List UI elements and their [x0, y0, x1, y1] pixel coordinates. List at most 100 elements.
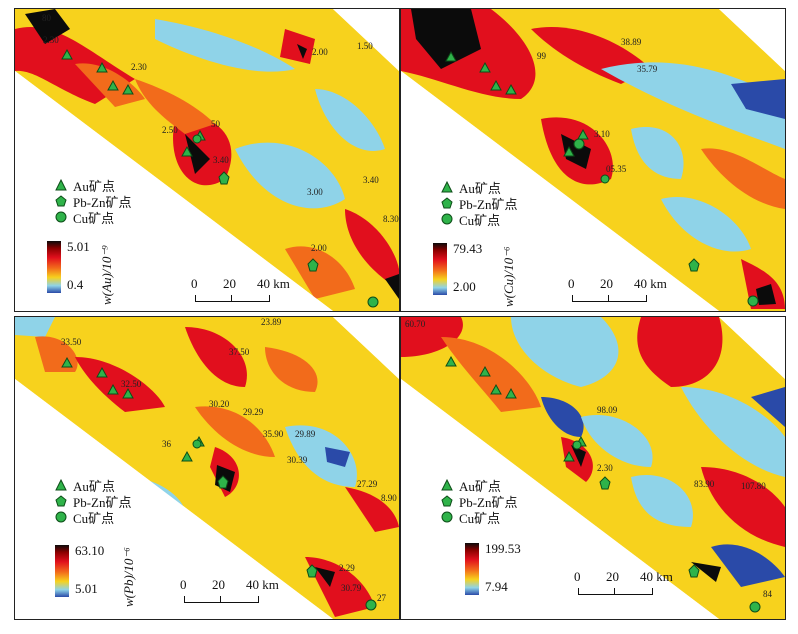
legend-cu-label: Cu矿点 [459, 212, 501, 228]
legend-cu-label: Cu矿点 [73, 510, 115, 526]
colorbar-max: 63.10 [75, 543, 105, 558]
pbzn-deposit-marker [688, 564, 700, 578]
value-label: 99 [537, 51, 546, 61]
cu-deposit-marker [747, 295, 759, 307]
pentagon-icon [55, 495, 67, 507]
deposit-legend: Au矿点 Pb-Zn矿点 Cu矿点 [55, 177, 132, 226]
value-label: 2.50 [162, 125, 178, 135]
legend-pbzn-label: Pb-Zn矿点 [73, 194, 132, 210]
value-label: 3.00 [307, 187, 323, 197]
value-label: 98.09 [597, 405, 618, 415]
legend-pbzn-label: Pb-Zn矿点 [459, 196, 518, 212]
legend-pbzn-label: Pb-Zn矿点 [459, 494, 518, 510]
deposit-legend: Au矿点 Pb-Zn矿点 Cu矿点 [55, 477, 132, 526]
colorbar [47, 241, 61, 293]
pentagon-icon [441, 495, 453, 507]
colorbar-unit: w(Au)/10⁻⁹ [99, 245, 114, 305]
value-label: 3.10 [594, 129, 610, 139]
cu-anomaly-map [401, 9, 785, 311]
au-deposit-marker [107, 383, 119, 395]
value-label: 37.50 [229, 347, 250, 357]
colorbar-unit: w(Pb)/10⁻⁶ [121, 547, 136, 607]
colorbar [55, 545, 69, 597]
circle-icon [441, 213, 453, 225]
au-deposit-marker [563, 450, 575, 462]
value-label: 30.39 [287, 455, 308, 465]
au-deposit-marker [505, 387, 517, 399]
pbzn-deposit-marker [307, 258, 319, 272]
au-deposit-marker [490, 79, 502, 91]
cu-deposit-marker [573, 138, 585, 150]
value-label: 30.20 [209, 399, 230, 409]
legend-au-label: Au矿点 [73, 478, 115, 494]
colorbar-min: 7.94 [485, 579, 508, 594]
value-label: 83.90 [694, 479, 715, 489]
circle-icon [55, 511, 67, 523]
scale-bar: 0 20 40 km [573, 569, 723, 599]
triangle-icon [441, 181, 453, 193]
value-label: 84 [763, 589, 772, 599]
au-deposit-marker [107, 79, 119, 91]
triangle-icon [55, 479, 67, 491]
au-deposit-marker [61, 48, 73, 60]
pentagon-icon [441, 197, 453, 209]
pbzn-deposit-marker [217, 475, 229, 489]
cu-deposit-marker [192, 439, 202, 449]
colorbar-max: 5.01 [67, 239, 90, 254]
au-deposit-marker [445, 50, 457, 62]
pbzn-deposit-marker [599, 476, 611, 490]
value-label: 33.50 [61, 337, 82, 347]
value-label: 27.29 [357, 479, 378, 489]
deposit-legend: Au矿点 Pb-Zn矿点 Cu矿点 [441, 179, 518, 228]
cu-deposit-marker [600, 174, 610, 184]
value-label: 30.79 [341, 583, 362, 593]
value-label: 3.40 [363, 175, 379, 185]
value-label: 2.30 [131, 62, 147, 72]
value-label: 2.30 [597, 463, 613, 473]
value-label: 35.90 [263, 429, 284, 439]
cu-deposit-marker [365, 599, 377, 611]
cu-deposit-marker [749, 601, 761, 613]
colorbar [433, 243, 447, 295]
value-label: 2.29 [339, 563, 355, 573]
value-label: 50 [211, 119, 220, 129]
au-deposit-marker [96, 61, 108, 73]
legend-au-label: Au矿点 [459, 478, 501, 494]
legend-cu-label: Cu矿点 [73, 210, 115, 226]
legend-cu-label: Cu矿点 [459, 510, 501, 526]
value-label: 38.89 [621, 37, 642, 47]
circle-icon [55, 211, 67, 223]
cu-deposit-marker [192, 134, 202, 144]
colorbar [465, 543, 479, 595]
legend-au-label: Au矿点 [73, 178, 115, 194]
legend-pbzn-label: Pb-Zn矿点 [73, 494, 132, 510]
cu-deposit-marker [367, 296, 379, 308]
map-panel-pb: 23.89 33.50 37.50 32.50 30.20 29.29 35.9… [14, 316, 400, 620]
value-label: 05.35 [606, 164, 627, 174]
map-panel-cu: 99 38.89 35.79 3.10 05.35 Au矿点 Pb-Zn矿点 C… [400, 8, 786, 312]
au-deposit-marker [505, 83, 517, 95]
au-deposit-marker [479, 365, 491, 377]
au-deposit-marker [181, 450, 193, 462]
au-deposit-marker [122, 387, 134, 399]
value-label: 2.30 [43, 35, 59, 45]
map-panel-au: 80 2.30 2.30 2.00 1.50 2.50 50 3.40 3.00… [14, 8, 400, 312]
value-label: 23.89 [261, 317, 282, 327]
au-deposit-marker [181, 145, 193, 157]
pentagon-icon [55, 195, 67, 207]
value-label: 2.00 [312, 47, 328, 57]
value-label: 29.29 [243, 407, 264, 417]
legend-au-label: Au矿点 [459, 180, 501, 196]
au-deposit-marker [61, 356, 73, 368]
scale-bar: 0 20 40 km [190, 276, 340, 306]
triangle-icon [55, 179, 67, 191]
au-deposit-marker [96, 366, 108, 378]
zn-anomaly-map [401, 317, 785, 619]
value-label: 2.00 [311, 243, 327, 253]
colorbar-min: 0.4 [67, 277, 84, 292]
value-label: 29.89 [295, 429, 316, 439]
value-label: 8.30 [383, 214, 399, 224]
value-label: 60.70 [405, 319, 426, 329]
au-deposit-marker [479, 61, 491, 73]
value-label: 80 [42, 13, 51, 23]
